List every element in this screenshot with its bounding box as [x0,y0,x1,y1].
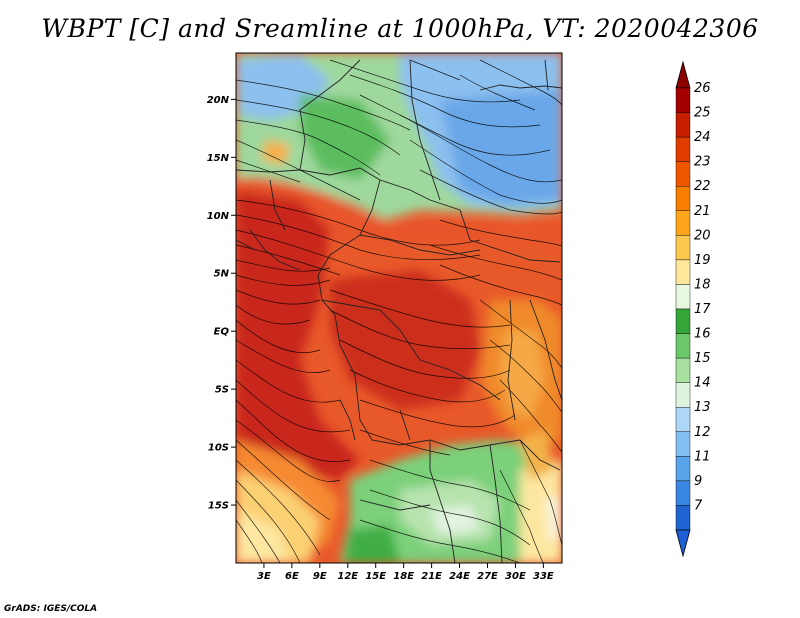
colorbar-label: 18 [694,277,711,292]
colorbar-label: 23 [694,155,711,170]
longitude-axis: 3E 6E 9E 12E 15E 18E 21E 24E 27E 30E 33E [257,563,554,582]
colorbar-swatch [675,456,691,482]
lat-tick-label: 15N [207,153,230,164]
colorbar-bottom-arrow [675,529,691,558]
colorbar-swatch [675,87,691,113]
colorbar-label: 26 [694,81,711,96]
colorbar-label: 16 [694,327,711,342]
colorbar-swatch [675,210,691,236]
colorbar-label: 24 [694,130,711,145]
lat-tick-label: EQ [214,327,230,338]
colorbar-label: 22 [694,179,711,194]
lon-tick-label: 24E [449,571,470,582]
colorbar-label: 13 [694,400,711,415]
lon-tick-label: 12E [337,571,358,582]
colorbar-legend: 26 25 24 23 22 21 20 19 18 17 16 15 14 13 12 11 9 7 [675,60,711,558]
colorbar-swatch [675,505,691,531]
colorbar-label: 25 [694,106,711,121]
lon-tick-label: 18E [393,571,414,582]
colorbar-swatch [675,235,691,261]
colorbar-label: 19 [694,253,711,268]
colorbar-swatch [675,431,691,457]
colorbar-swatch [675,259,691,285]
wbpt-field [236,53,562,563]
lat-tick-label: 5S [215,385,229,396]
lat-tick-label: 10S [208,443,229,454]
colorbar-swatch [675,112,691,138]
colorbar-swatch [675,136,691,162]
latitude-axis: 20N 15N 10N 5N EQ 5S 10S 15S [207,95,236,512]
map-frame [235,52,563,564]
colorbar-swatch [675,382,691,408]
lon-tick-label: 27E [477,571,498,582]
colorbar-label: 21 [694,204,711,219]
lon-tick-label: 30E [505,571,526,582]
colorbar-swatch [675,407,691,432]
lon-tick-label: 21E [421,571,442,582]
grads-credit: GrADS: IGES/COLA [4,604,98,614]
lat-tick-label: 10N [207,211,230,222]
lon-tick-label: 6E [285,571,299,582]
colorbar-label: 15 [694,351,711,366]
colorbar-label: 12 [694,425,711,440]
map-title: WBPT [C] and Sreamline at 1000hPa, VT: 2… [41,14,759,43]
lat-tick-label: 5N [214,269,230,280]
lat-tick-label: 20N [207,95,230,106]
colorbar-label: 17 [694,302,711,317]
colorbar-swatch [675,308,691,334]
colorbar-swatch [675,161,691,187]
colorbar-label: 7 [694,498,703,513]
colorbar-swatch [675,284,691,310]
colorbar-swatch [675,333,691,359]
lat-tick-label: 15S [208,501,229,512]
lon-tick-label: 3E [257,571,271,582]
colorbar-label: 11 [694,449,711,464]
colorbar-swatch [675,357,691,383]
colorbar-label: 14 [694,376,711,391]
colorbar-top-arrow [675,60,691,89]
lon-tick-label: 9E [313,571,327,582]
streamlines [236,59,562,563]
country-borders [236,59,562,563]
colorbar-label: 20 [694,228,711,243]
colorbar-swatch [675,480,691,506]
lon-tick-label: 15E [365,571,386,582]
colorbar-label: 9 [694,474,702,489]
lon-tick-label: 33E [533,571,554,582]
colorbar-swatch [675,186,691,211]
